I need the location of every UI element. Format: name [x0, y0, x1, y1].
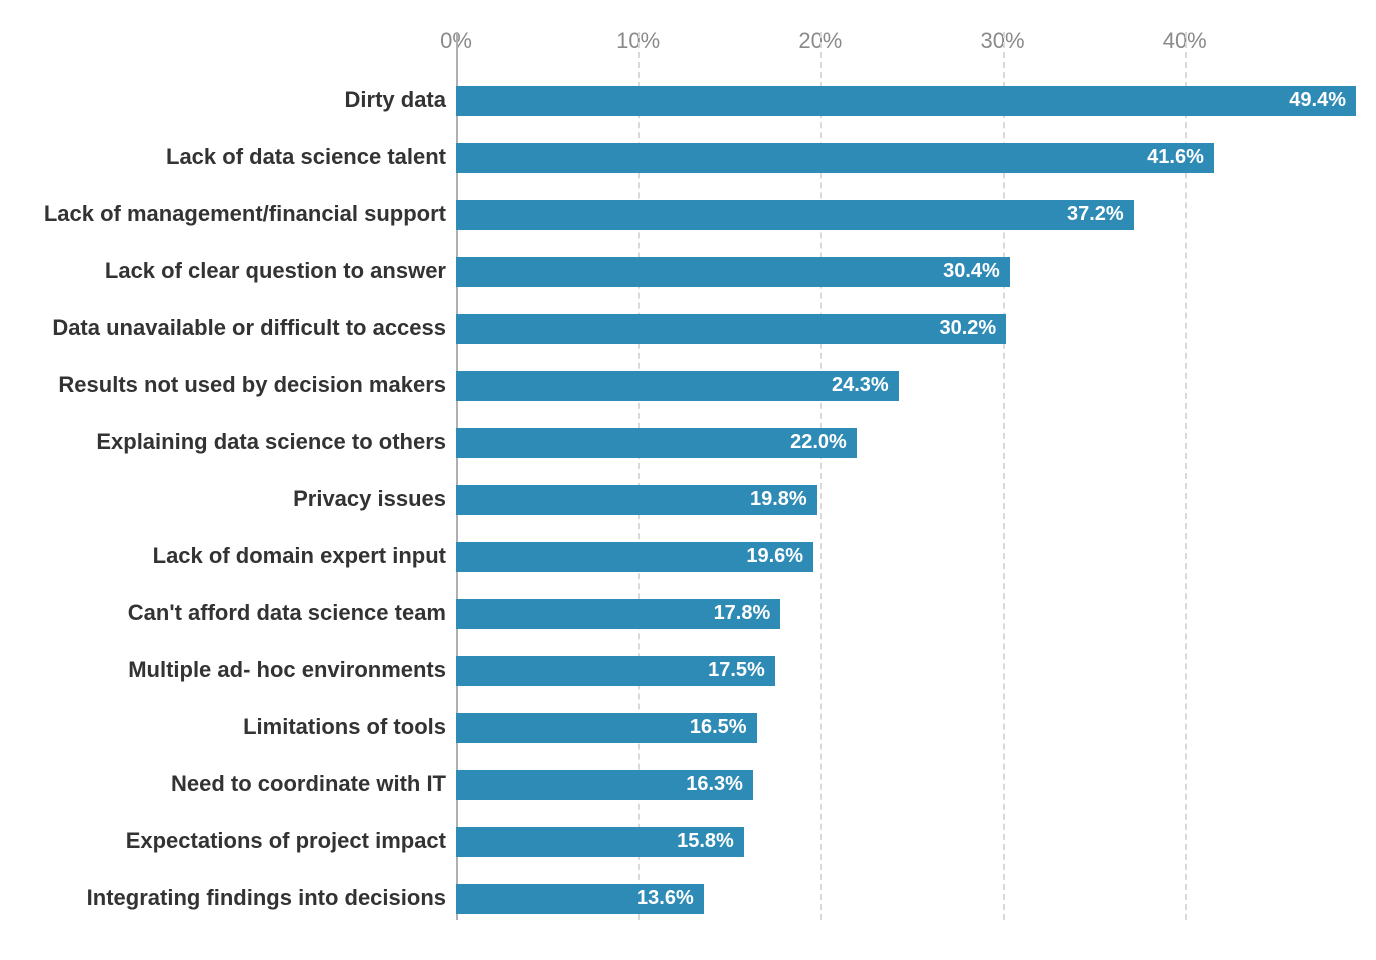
bar: 49.4% — [456, 86, 1356, 116]
bar: 13.6% — [456, 884, 704, 914]
bar-track: 16.5% — [456, 713, 1356, 743]
category-label: Multiple ad- hoc environments — [6, 657, 446, 684]
chart-row: Need to coordinate with IT 16.3% — [0, 756, 1356, 813]
bar-track: 22.0% — [456, 428, 1356, 458]
bar-value-label: 30.2% — [939, 317, 996, 340]
rows-container: Dirty data 49.4% Lack of data science tale… — [0, 72, 1356, 920]
bar-value-label: 41.6% — [1147, 146, 1204, 169]
bar: 17.8% — [456, 599, 780, 629]
bar-track: 30.2% — [456, 314, 1356, 344]
bar-track: 17.5% — [456, 656, 1356, 686]
bar-track: 41.6% — [456, 143, 1356, 173]
category-label: Integrating findings into decisions — [6, 885, 446, 912]
category-label: Results not used by decision makers — [6, 372, 446, 399]
bar-track: 49.4% — [456, 86, 1356, 116]
bar: 19.8% — [456, 485, 817, 515]
bar-value-label: 16.5% — [690, 716, 747, 739]
bar: 37.2% — [456, 200, 1134, 230]
bar-track: 16.3% — [456, 770, 1356, 800]
bar-track: 24.3% — [456, 371, 1356, 401]
category-label: Lack of domain expert input — [6, 543, 446, 570]
bar-value-label: 16.3% — [686, 773, 743, 796]
chart-row: Explaining data science to others 22.0% — [0, 414, 1356, 471]
bar-value-label: 24.3% — [832, 374, 889, 397]
category-label: Can't afford data science team — [6, 600, 446, 627]
bar: 15.8% — [456, 827, 744, 857]
bar: 24.3% — [456, 371, 899, 401]
bar-value-label: 15.8% — [677, 830, 734, 853]
bar-track: 37.2% — [456, 200, 1356, 230]
bar: 17.5% — [456, 656, 775, 686]
category-label: Explaining data science to others — [6, 429, 446, 456]
bar: 19.6% — [456, 542, 813, 572]
bar: 16.5% — [456, 713, 757, 743]
bar: 30.2% — [456, 314, 1006, 344]
bar: 16.3% — [456, 770, 753, 800]
bar-value-label: 13.6% — [637, 887, 694, 910]
chart-row: Integrating findings into decisions 13.6% — [0, 870, 1356, 927]
bar: 41.6% — [456, 143, 1214, 173]
bar-track: 30.4% — [456, 257, 1356, 287]
category-label: Data unavailable or difficult to access — [6, 315, 446, 342]
bar-track: 17.8% — [456, 599, 1356, 629]
category-label: Lack of management/financial support — [6, 201, 446, 228]
chart-row: Data unavailable or difficult to access 3… — [0, 300, 1356, 357]
bar: 30.4% — [456, 257, 1010, 287]
category-label: Lack of clear question to answer — [6, 258, 446, 285]
bar-value-label: 49.4% — [1289, 89, 1346, 112]
chart-row: Dirty data 49.4% — [0, 72, 1356, 129]
bar-value-label: 22.0% — [790, 431, 847, 454]
bar: 22.0% — [456, 428, 857, 458]
chart-row: Can't afford data science team 17.8% — [0, 585, 1356, 642]
bar-track: 19.6% — [456, 542, 1356, 572]
bar-value-label: 17.8% — [714, 602, 771, 625]
bar-track: 15.8% — [456, 827, 1356, 857]
chart-container: 0%10%20%30%40% Dirty data49.4%Lack of da… — [0, 0, 1376, 960]
chart-row: Expectations of project impact 15.8% — [0, 813, 1356, 870]
category-label: Lack of data science talent — [6, 144, 446, 171]
chart-row: Results not used by decision makers 24.3% — [0, 357, 1356, 414]
chart-row: Lack of clear question to answer 30.4% — [0, 243, 1356, 300]
chart-row: Privacy issues 19.8% — [0, 471, 1356, 528]
bar-value-label: 19.8% — [750, 488, 807, 511]
bar-track: 19.8% — [456, 485, 1356, 515]
chart-row: Lack of domain expert input 19.6% — [0, 528, 1356, 585]
category-label: Privacy issues — [6, 486, 446, 513]
bar-value-label: 17.5% — [708, 659, 765, 682]
category-label: Limitations of tools — [6, 714, 446, 741]
chart-row: Limitations of tools 16.5% — [0, 699, 1356, 756]
category-label: Expectations of project impact — [6, 828, 446, 855]
bar-value-label: 37.2% — [1067, 203, 1124, 226]
chart-row: Lack of data science talent 41.6% — [0, 129, 1356, 186]
chart-row: Lack of management/financial support 37.2… — [0, 186, 1356, 243]
chart-row: Multiple ad- hoc environments 17.5% — [0, 642, 1356, 699]
bar-value-label: 30.4% — [943, 260, 1000, 283]
bar-value-label: 19.6% — [746, 545, 803, 568]
category-label: Need to coordinate with IT — [6, 771, 446, 798]
category-label: Dirty data — [6, 87, 446, 114]
bar-track: 13.6% — [456, 884, 1356, 914]
